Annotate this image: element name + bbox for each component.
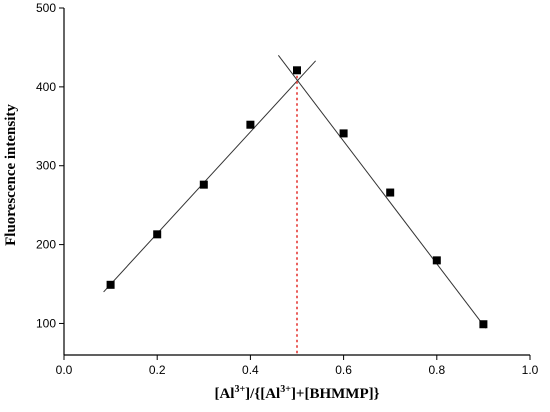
y-tick-label: 100 (36, 316, 56, 330)
x-tick-label: 0.8 (428, 363, 445, 377)
fit-line-2 (277, 55, 487, 329)
x-tick-label: 0.2 (149, 363, 166, 377)
x-axis-title-segment: ]/{[Al (245, 386, 280, 402)
x-tick-label: 0.4 (242, 363, 259, 377)
x-axis-title: [Al3+]/{[Al3+]+[BHMMP]} (214, 384, 379, 402)
x-tick-label: 0.0 (56, 363, 73, 377)
y-axis-title: Fluorescence intensity (3, 104, 19, 246)
data-point (339, 129, 348, 138)
y-ticks: 100 200 300 400 500 (36, 1, 64, 330)
data-point (106, 280, 115, 289)
x-tick-label: 0.6 (335, 363, 352, 377)
data-points (106, 66, 488, 329)
data-point (479, 320, 488, 329)
y-tick-label: 400 (36, 80, 56, 94)
data-point (199, 180, 208, 189)
data-point (293, 66, 301, 75)
x-tick-label: 1.0 (522, 363, 539, 377)
data-point (432, 256, 441, 265)
fit-line-1 (103, 60, 317, 293)
x-axis-title-superscript: 3+ (234, 384, 245, 395)
x-ticks: 0.0 0.2 0.4 0.6 0.8 1.0 (56, 355, 539, 377)
data-point (386, 188, 395, 197)
y-tick-label: 500 (36, 1, 56, 15)
fit-lines (103, 55, 487, 329)
data-point (246, 120, 255, 129)
data-point (153, 230, 162, 239)
axes (63, 8, 530, 356)
y-tick-label: 200 (36, 238, 56, 252)
x-axis-title-superscript: 3+ (280, 384, 291, 395)
y-tick-label: 300 (36, 159, 56, 173)
x-axis-title-segment: [Al (214, 386, 234, 402)
x-axis-title-segment: ]+[BHMMP]} (291, 386, 380, 402)
